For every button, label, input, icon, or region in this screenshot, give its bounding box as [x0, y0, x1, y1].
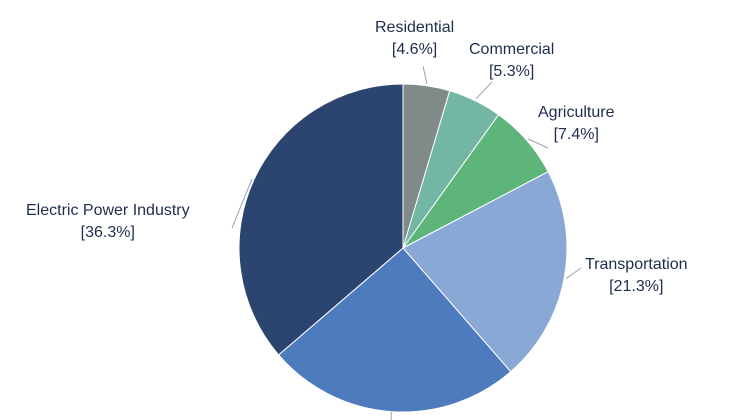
label-agriculture-name: Agriculture — [538, 104, 615, 121]
leader-transportation — [565, 267, 582, 279]
leader-electric-power-industry — [231, 178, 253, 229]
label-commercial: Commercial [5.3%] — [469, 39, 554, 82]
label-electric-power-industry: Electric Power Industry [36.3%] — [26, 200, 190, 243]
label-transportation-name: Transportation — [585, 256, 688, 273]
pie-slice-electric-power-industry — [238, 83, 404, 356]
label-electric-power-industry-value: [36.3%] — [80, 223, 135, 241]
pie-slice-transportation — [402, 171, 568, 373]
label-residential-value: [4.6%] — [391, 40, 438, 58]
leader-agriculture — [527, 138, 549, 149]
label-commercial-value: [5.3%] — [488, 62, 535, 80]
label-commercial-name: Commercial — [469, 41, 555, 58]
label-residential-name: Residential — [375, 19, 455, 36]
leader-commercial — [475, 81, 493, 100]
leader-residential — [422, 65, 428, 84]
leader-lines — [231, 65, 582, 420]
pie-slices — [238, 83, 568, 413]
label-transportation: Transportation [21.3%] — [585, 254, 688, 297]
label-residential: Residential [4.6%] — [375, 17, 454, 60]
pie-slice-unlabeled — [277, 247, 512, 413]
label-electric-power-industry-name: Electric Power Industry — [26, 202, 190, 219]
label-agriculture-value: [7.4%] — [553, 125, 599, 143]
label-transportation-value: [21.3%] — [609, 277, 664, 295]
label-agriculture: Agriculture [7.4%] — [538, 102, 614, 145]
